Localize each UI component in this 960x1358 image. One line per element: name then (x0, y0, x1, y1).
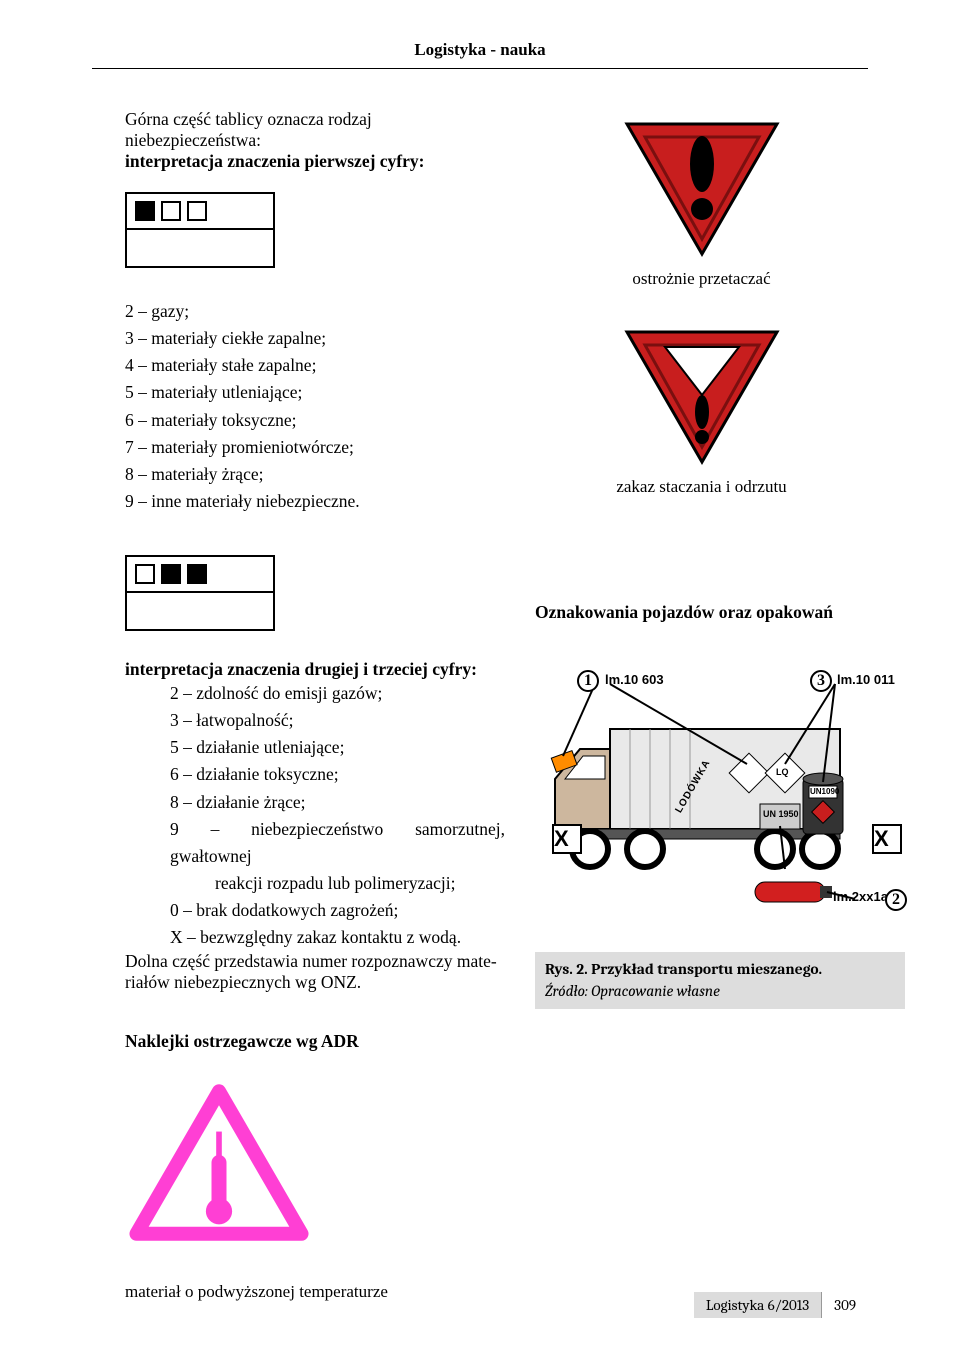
label-lm10011: lm.10 011 (837, 672, 895, 687)
intro-line1: Górna część tablicy oznacza rodzaj niebe… (125, 109, 372, 150)
list-item: 8 – działanie żrące; (170, 789, 505, 816)
list-item-0: 0 – brak dodatkowych zagrożeń; (170, 897, 505, 924)
section-heading-wrap: Oznakowania pojazdów oraz opakowań (535, 602, 868, 641)
tail-items: 0 – brak dodatkowych zagrożeń; X – bezwz… (125, 897, 505, 951)
page-footer: Logistyka 6/2013 309 (694, 1292, 868, 1318)
footer-issue: Logistyka 6/2013 (694, 1292, 821, 1318)
sq-icon (161, 201, 181, 221)
callout-1: 1 (577, 670, 599, 692)
list-item: 9 – inne materiały niebezpieczne. (125, 488, 505, 515)
hot-material-sign-icon (125, 1080, 313, 1245)
intro-line2: interpretacja znaczenia pierwszej cyfry: (125, 151, 424, 171)
label-lm2xx1a: lm.2xx1a (833, 889, 888, 904)
figure-caption-source: Źródło: Opracowanie własne (545, 980, 895, 1002)
callout-2: 2 (885, 889, 907, 911)
top-left: Górna część tablicy oznacza rodzaj niebe… (125, 109, 505, 515)
code-box-1 (125, 192, 275, 268)
x-mark-right: X (874, 826, 889, 852)
hot-material-caption: materiał o podwyższonej temperaturze (125, 1282, 505, 1302)
list-item: 4 – materiały stałe zapalne; (125, 352, 505, 379)
interp23-list: 2 – zdolność do emisji gazów; 3 – łatwop… (125, 680, 505, 870)
top-right: ostrożnie przetaczać zakaz staczania i o… (535, 109, 868, 515)
warning-triangle-double-icon (617, 317, 787, 467)
list-item: 5 – działanie utleniające; (170, 734, 505, 761)
mid-left: interpretacja znaczenia drugiej i trzeci… (125, 659, 505, 1302)
list-item: 5 – materiały utleniające; (125, 379, 505, 406)
first-digit-list: 2 – gazy; 3 – materiały ciekłe zapalne; … (125, 298, 505, 515)
caption-single-triangle: ostrożnie przetaczać (535, 269, 868, 289)
list-item: 2 – zdolność do emisji gazów; (170, 680, 505, 707)
figure-caption-title: Rys. 2. Przykład transportu mieszanego. (545, 958, 895, 980)
list-item: 6 – materiały toksyczne; (125, 407, 505, 434)
x-mark-left: X (554, 826, 569, 852)
label-un1090: UN1090 (810, 787, 839, 796)
tail-line1: Dolna część przedstawia numer rozpoznawc… (125, 951, 505, 972)
list-item: 2 – gazy; (125, 298, 505, 325)
tail-line2: riałów niebezpiecznych wg ONZ. (125, 972, 505, 993)
label-lm10603: lm.10 603 (605, 672, 664, 687)
section-row: Oznakowania pojazdów oraz opakowań (125, 515, 868, 641)
caption-double-triangle: zakaz staczania i odrzutu (535, 477, 868, 497)
warning-triangle-single-icon (617, 109, 787, 259)
code-box-2-bottom (127, 593, 273, 629)
list-item: 3 – łatwopalność; (170, 707, 505, 734)
section-heading: Oznakowania pojazdów oraz opakowań (535, 602, 868, 623)
list-item-X: X – bezwzględny zakaz kontaktu z wodą. (170, 924, 505, 951)
mid-right: 1 lm.10 603 3 lm.10 011 UN 1950 UN1090 L… (535, 659, 905, 1302)
top-columns: Górna część tablicy oznacza rodzaj niebe… (125, 109, 868, 515)
list-item-9a: 9 – niebezpieczeństwo samorzutnej, gwałt… (170, 816, 505, 870)
label-un1950: UN 1950 (763, 809, 799, 819)
sq-icon (135, 564, 155, 584)
sq-icon (187, 201, 207, 221)
figure-caption-box: Rys. 2. Przykład transportu mieszanego. … (535, 952, 905, 1009)
code-box-2 (125, 555, 275, 631)
list-item: 3 – materiały ciekłe zapalne; (125, 325, 505, 352)
code-box-1-top (127, 194, 273, 230)
intro-text: Górna część tablicy oznacza rodzaj niebe… (125, 109, 505, 172)
list-item-9b: reakcji rozpadu lub polimeryzacji; (125, 870, 505, 897)
callout-3: 3 (810, 670, 832, 692)
footer-page: 309 (821, 1292, 868, 1318)
list-item: 8 – materiały żrące; (125, 461, 505, 488)
list-item: 6 – działanie toksyczne; (170, 761, 505, 788)
interp23-heading: interpretacja znaczenia drugiej i trzeci… (125, 659, 505, 680)
codebox2-wrap (125, 515, 505, 641)
sq-icon (161, 564, 181, 584)
code-box-2-top (127, 557, 273, 593)
sq-icon (135, 201, 155, 221)
sq-icon (187, 564, 207, 584)
content: Górna część tablicy oznacza rodzaj niebe… (0, 69, 960, 1302)
list-item: 7 – materiały promieniotwórcze; (125, 434, 505, 461)
code-box-1-bottom (127, 230, 273, 266)
adr-heading: Naklejki ostrzegawcze wg ADR (125, 1031, 505, 1052)
truck-diagram: 1 lm.10 603 3 lm.10 011 UN 1950 UN1090 L… (535, 664, 905, 914)
page-header: Logistyka - nauka (0, 0, 960, 68)
mid-columns: interpretacja znaczenia drugiej i trzeci… (125, 659, 868, 1302)
label-lq: LQ (776, 767, 789, 777)
